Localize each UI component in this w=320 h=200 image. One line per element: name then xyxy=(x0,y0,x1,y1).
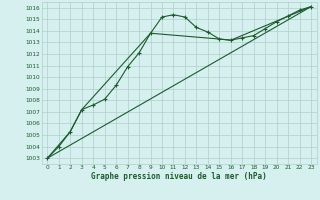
X-axis label: Graphe pression niveau de la mer (hPa): Graphe pression niveau de la mer (hPa) xyxy=(91,172,267,181)
